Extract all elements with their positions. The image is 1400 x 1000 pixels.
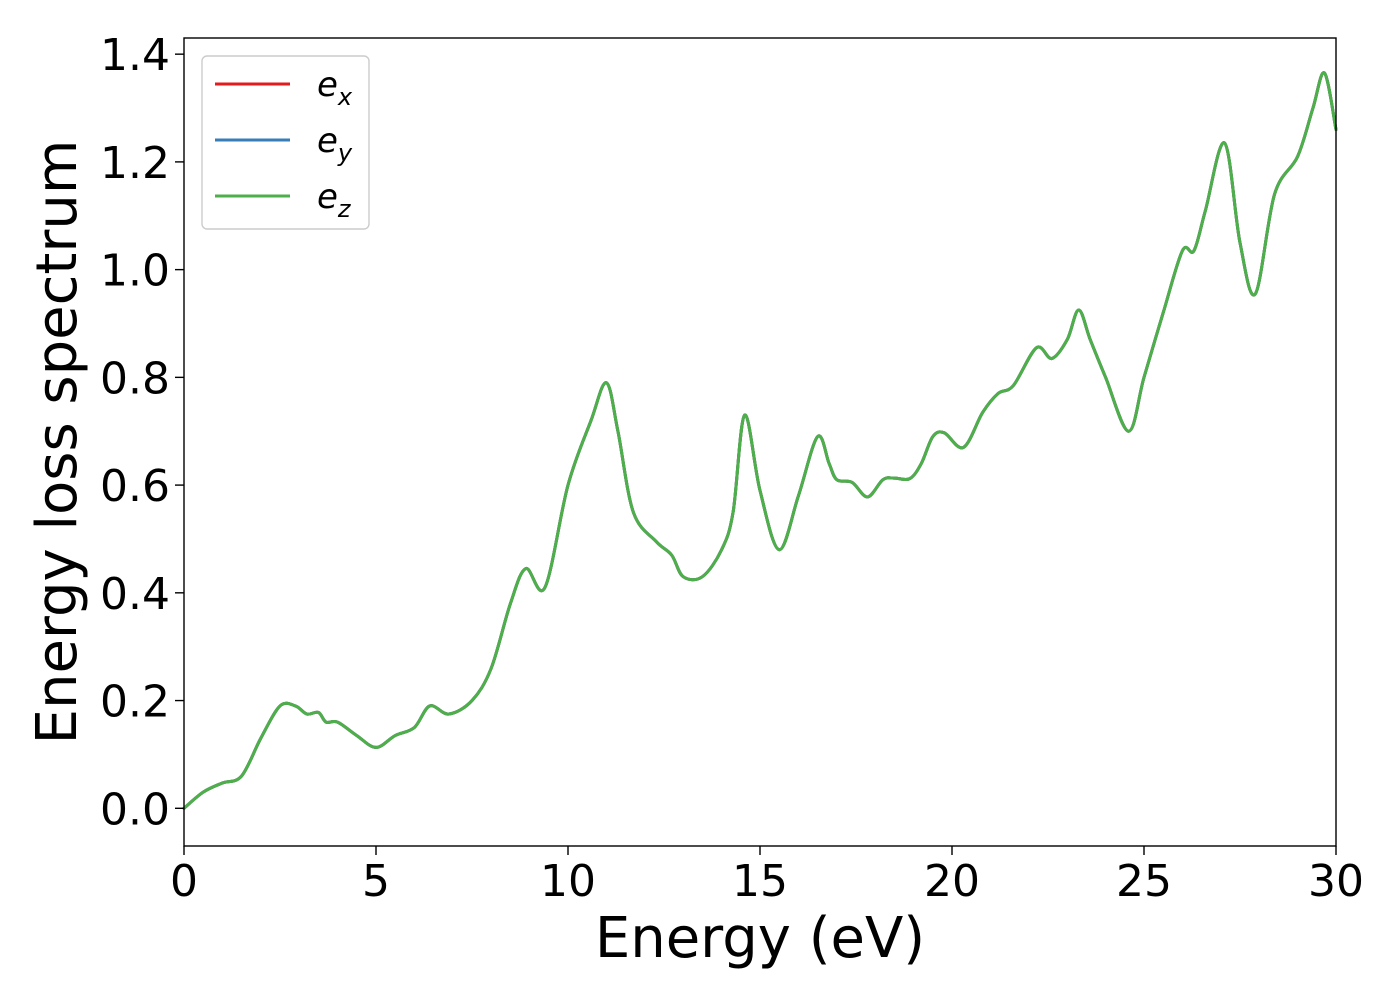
x-tick-label: 25 [1116, 856, 1172, 907]
x-tick-label: 0 [170, 856, 198, 907]
series-line-z [182, 71, 1338, 810]
legend-subscript: y [337, 139, 353, 167]
y-tick-label: 0.0 [100, 784, 170, 835]
legend-subscript: x [337, 83, 353, 111]
y-tick-label: 0.8 [100, 353, 170, 404]
legend-frame [201, 55, 370, 230]
legend-subscript: z [337, 195, 352, 223]
y-tick-label: 0.4 [100, 569, 170, 620]
x-axis-ticks: 0 5 10 15 20 25 30 [170, 846, 1364, 907]
x-tick-label: 30 [1308, 856, 1364, 907]
x-tick-label: 10 [540, 856, 596, 907]
x-tick-label: 5 [362, 856, 390, 907]
y-axis-label: Energy loss spectrum [25, 140, 90, 745]
y-tick-label: 1.2 [100, 138, 170, 189]
x-tick-label: 15 [732, 856, 788, 907]
y-tick-label: 0.6 [100, 461, 170, 512]
y-tick-label: 1.0 [100, 246, 170, 297]
y-tick-label: 0.2 [100, 677, 170, 728]
x-tick-label: 20 [924, 856, 980, 907]
y-tick-label: 1.4 [100, 30, 170, 81]
x-axis-label: Energy (eV) [595, 906, 925, 971]
series-layer [182, 71, 1338, 810]
y-axis-ticks: 0.0 0.2 0.4 0.6 0.8 1.0 1.2 1.4 [100, 30, 184, 835]
